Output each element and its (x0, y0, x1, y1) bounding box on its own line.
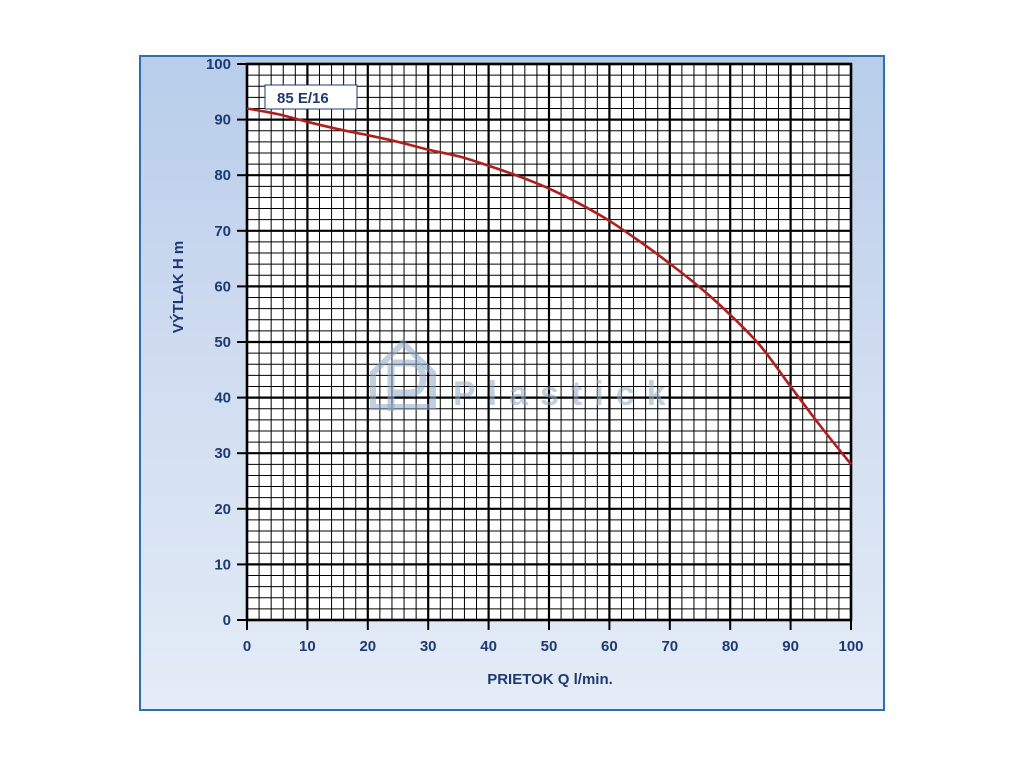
watermark: Plastick (370, 338, 678, 413)
plastick-logo-icon (370, 338, 436, 411)
x-tick-label: 0 (243, 638, 251, 655)
y-tick-labels: 0 10 20 30 40 50 60 70 80 90 100 (206, 57, 247, 629)
x-tick-labels: 0 10 20 30 40 50 60 70 80 90 100 (243, 620, 864, 655)
y-axis-label: VÝTLAK H m (169, 241, 187, 334)
x-tick-label: 70 (661, 638, 678, 655)
series-line-85-e-16 (246, 107, 853, 466)
curve-layer (246, 107, 853, 466)
legend: 85 E/16 (264, 84, 358, 110)
legend-box (264, 84, 358, 110)
y-tick-label: 30 (214, 445, 231, 462)
x-axis-label: PRIETOK Q l/min. (487, 671, 613, 688)
y-tick-label: 80 (214, 167, 231, 184)
y-tick-label: 60 (214, 278, 231, 295)
x-tick-label: 100 (838, 638, 863, 655)
legend-series-label: 85 E/16 (277, 90, 329, 107)
y-tick-label: 90 (214, 112, 231, 129)
x-tick-label: 90 (782, 638, 799, 655)
x-tick-label: 50 (541, 638, 558, 655)
y-tick-label: 50 (214, 334, 231, 351)
y-tick-label: 40 (214, 390, 231, 407)
y-tick-label: 20 (214, 501, 231, 518)
watermark-text: Plastick (453, 375, 678, 413)
y-tick-label: 0 (223, 612, 231, 629)
x-tick-label: 20 (359, 638, 376, 655)
x-tick-label: 80 (722, 638, 739, 655)
pump-curve-chart: Plastick 0 10 20 30 40 50 60 70 80 90 100 0 10 20 30 4… (169, 57, 864, 688)
x-tick-label: 60 (601, 638, 618, 655)
y-tick-label: 100 (206, 57, 231, 73)
chart-panel: Plastick 0 10 20 30 40 50 60 70 80 90 100 0 10 20 30 4… (139, 55, 885, 711)
y-tick-label: 70 (214, 223, 231, 240)
x-tick-label: 30 (420, 638, 437, 655)
x-tick-label: 40 (480, 638, 497, 655)
y-tick-label: 10 (214, 556, 231, 573)
x-tick-label: 10 (299, 638, 316, 655)
